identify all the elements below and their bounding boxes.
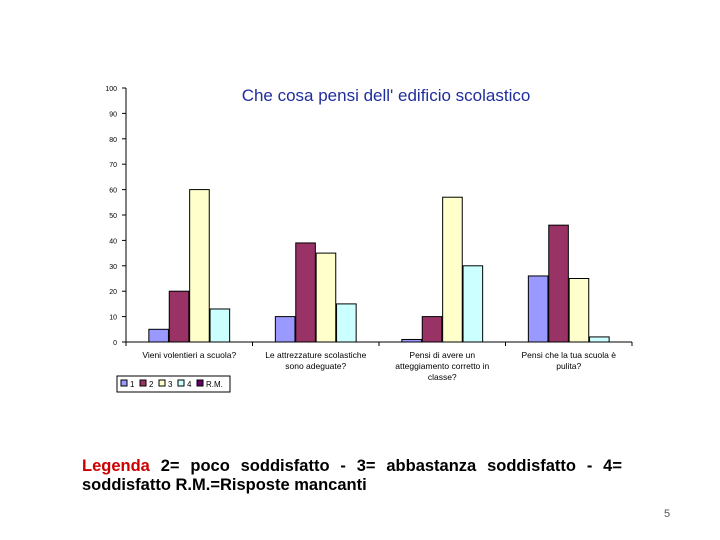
bar-series-4-cat-2 [336, 303, 357, 343]
legend-label-2: 2 [149, 380, 154, 389]
y-tick-label: 80 [109, 137, 117, 144]
legend-swatch-R.M. [196, 379, 204, 387]
bar-series-3-cat-1 [189, 189, 210, 343]
legend-note: Legenda 2= poco soddisfatto - 3= abbasta… [82, 457, 622, 495]
x-tick-label: pulita? [556, 361, 581, 371]
y-tick-label: 100 [105, 86, 117, 93]
y-tick-label: 50 [109, 213, 117, 220]
bar-series-2-cat-2 [295, 242, 316, 343]
page-number: 5 [664, 508, 671, 520]
x-tick-label: Le attrezzature scolastiche [265, 350, 366, 360]
bar-series-3-cat-2 [315, 252, 337, 343]
x-tick-label: Pensi che la tua scuola è [521, 350, 616, 360]
x-tick-label: atteggiamento corretto in [395, 361, 489, 371]
y-tick-label: 0 [113, 340, 117, 347]
chart-title: Che cosa pensi dell' edificio scolastico [242, 86, 531, 105]
bar-series-3-cat-4 [568, 278, 590, 343]
legend-label-1: 1 [130, 380, 135, 389]
y-tick-label: 90 [109, 111, 117, 118]
legend-label-R.M.: R.M. [206, 380, 223, 389]
bar-series-2-cat-4 [548, 224, 569, 343]
y-tick-label: 10 [109, 315, 117, 322]
bar-series-4-cat-3 [462, 265, 484, 343]
x-axis-labels: Vieni volentieri a scuola? Le attrezzatur… [142, 350, 616, 382]
axes: 0 10 20 30 40 50 60 70 80 90 100 [105, 86, 633, 347]
bar-series-1-cat-4 [527, 275, 549, 343]
bar-series-4-cat-1 [209, 308, 231, 343]
x-tick-label: Vieni volentieri a scuola? [142, 350, 236, 360]
x-tick-label: Pensi di avere un [409, 350, 475, 360]
bar-series-1-cat-2 [274, 316, 296, 343]
legend-swatch-3 [158, 379, 166, 387]
legend-note-text: 2= poco soddisfatto - 3= abbastanza sodd… [82, 457, 622, 494]
bar-series-1-cat-3 [401, 338, 422, 343]
y-tick-label: 30 [109, 264, 117, 271]
bars [148, 189, 610, 343]
legend-label-3: 3 [168, 380, 173, 389]
chart-legend: 1 2 3 4 R.M. [116, 375, 231, 393]
y-tick-label: 70 [109, 162, 117, 169]
y-tick-label: 60 [109, 188, 117, 195]
bar-series-3-cat-3 [442, 196, 463, 343]
y-tick-label: 20 [109, 289, 117, 296]
x-tick-label: sono adeguate? [285, 361, 346, 371]
legend-swatch-1 [120, 379, 128, 387]
y-tick-label: 40 [109, 238, 117, 245]
bar-series-1-cat-1 [148, 328, 169, 343]
legend-swatch-2 [139, 379, 147, 387]
bar-series-2-cat-3 [421, 316, 443, 343]
legend-swatch-4 [177, 379, 185, 387]
bar-series-4-cat-4 [589, 336, 610, 343]
bar-series-2-cat-1 [168, 290, 190, 343]
legend-note-lead: Legenda [82, 457, 150, 475]
x-tick-label: classe? [428, 372, 457, 382]
legend-label-4: 4 [187, 380, 192, 389]
